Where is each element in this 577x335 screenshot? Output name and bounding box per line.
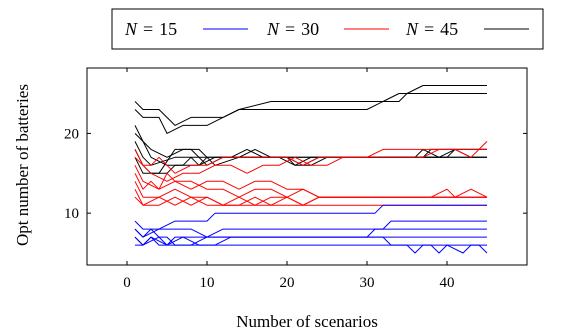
series-line-n45-2 (134, 125, 487, 166)
legend-entry-n15: N = 15 (124, 19, 248, 39)
y-tick-label: 10 (64, 206, 79, 222)
legend-label-var: N (124, 19, 138, 39)
series-line-n15-14 (134, 204, 487, 230)
legend-label-var: N (266, 19, 280, 39)
legend-box (111, 8, 544, 50)
series-line-n30-12 (134, 188, 487, 206)
legend-entry-n30: N = 30 (266, 19, 389, 39)
x-tick-label: 20 (280, 275, 295, 291)
series-line-n30-8 (134, 141, 488, 182)
legend-label-eq: = (143, 19, 153, 39)
x-axis-label: Number of scenarios (236, 312, 378, 331)
x-ticks: 0 10 20 30 40 (123, 68, 455, 291)
legend-label-val: 30 (301, 19, 319, 39)
series-line-n45-1 (134, 85, 487, 126)
series-line-n30-10 (134, 172, 488, 198)
x-tick-label: 30 (360, 275, 375, 291)
legend-label-val: 15 (159, 19, 177, 39)
legend-label-eq: = (285, 19, 295, 39)
series-line-n15-17 (134, 236, 487, 246)
y-axis-label: Opt number of batteries (13, 84, 32, 246)
series-layer (134, 85, 488, 254)
svg-text:N=30: N = 30 (266, 19, 319, 39)
x-tick-label: 40 (440, 275, 455, 291)
legend-label-eq: = (424, 19, 434, 39)
series-line-n15-15 (134, 220, 487, 238)
series-line-n30-7 (134, 148, 487, 174)
series-line-n15-19 (135, 236, 487, 246)
series-line-n30-9 (134, 165, 487, 198)
legend-label-var: N (405, 19, 419, 39)
plot-frame (86, 67, 528, 266)
legend-label-val: 45 (440, 19, 458, 39)
legend: N = 15 N = 30 N = 45 (111, 8, 544, 50)
series-line-n30-13 (134, 196, 487, 206)
x-tick-label: 10 (200, 275, 215, 291)
legend-entry-n45: N = 45 (405, 19, 529, 39)
svg-text:N=45: N = 45 (405, 19, 458, 39)
y-ticks: 10 20 (64, 126, 527, 222)
y-tick-label: 20 (64, 126, 79, 142)
x-tick-label: 0 (123, 275, 131, 291)
svg-text:N=15: N = 15 (124, 19, 177, 39)
series-line-n45-0 (134, 93, 487, 134)
